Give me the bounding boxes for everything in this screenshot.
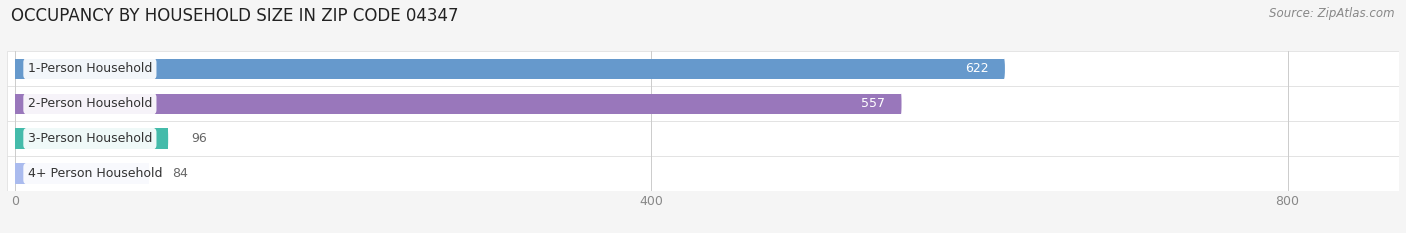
Text: 84: 84 [173, 167, 188, 180]
Text: 3-Person Household: 3-Person Household [28, 132, 152, 145]
Text: Source: ZipAtlas.com: Source: ZipAtlas.com [1270, 7, 1395, 20]
Text: 1-Person Household: 1-Person Household [28, 62, 152, 75]
Bar [15, 164, 149, 184]
FancyBboxPatch shape [7, 156, 1399, 191]
Text: 96: 96 [191, 132, 207, 145]
Text: OCCUPANCY BY HOUSEHOLD SIZE IN ZIP CODE 04347: OCCUPANCY BY HOUSEHOLD SIZE IN ZIP CODE … [11, 7, 458, 25]
FancyBboxPatch shape [7, 51, 1399, 86]
Bar [15, 59, 1004, 79]
Text: 2-Person Household: 2-Person Household [28, 97, 152, 110]
Bar [15, 129, 167, 149]
Text: 4+ Person Household: 4+ Person Household [28, 167, 162, 180]
Text: 557: 557 [860, 97, 886, 110]
Text: 622: 622 [965, 62, 988, 75]
FancyBboxPatch shape [7, 121, 1399, 156]
FancyBboxPatch shape [7, 86, 1399, 121]
Bar [15, 93, 901, 114]
